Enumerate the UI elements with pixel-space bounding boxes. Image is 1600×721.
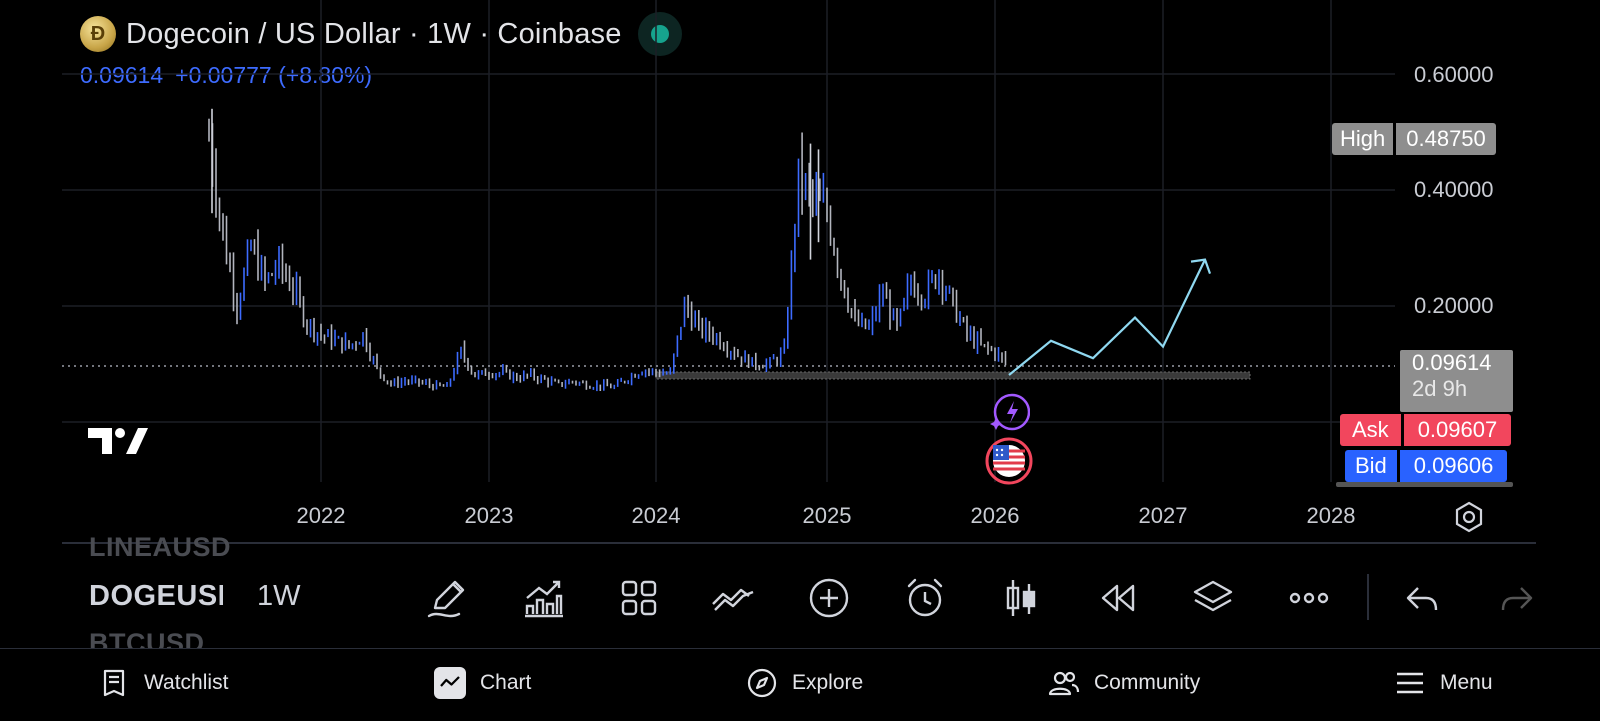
projection-drawing xyxy=(1008,259,1206,376)
support-zone-rect xyxy=(655,371,1251,380)
candles-icon xyxy=(1006,580,1036,616)
ask-value: 0.09607 xyxy=(1403,414,1512,446)
object-tree-button[interactable] xyxy=(1191,576,1235,620)
chart-type-button[interactable] xyxy=(999,576,1043,620)
nav-menu[interactable]: Menu xyxy=(1394,667,1493,699)
price-bars xyxy=(208,108,1007,392)
ai-insight-icon[interactable] xyxy=(990,392,1030,432)
time-tick: 2023 xyxy=(464,503,514,528)
bid-value: 0.09606 xyxy=(1399,450,1508,482)
price-scale-handle[interactable] xyxy=(1336,482,1513,487)
time-tick: 2028 xyxy=(1306,503,1356,528)
nav-community-label: Community xyxy=(1094,671,1201,694)
high-price-tag: High 0.48750 xyxy=(1332,123,1496,155)
symbol-title[interactable]: Dogecoin / US Dollar · 1W · Coinbase xyxy=(126,17,622,50)
toolbar-divider xyxy=(62,542,1536,544)
more-button[interactable] xyxy=(1287,576,1331,620)
toolbar-separator xyxy=(1367,574,1369,620)
undo-icon xyxy=(1406,587,1438,611)
us-flag-event-icon[interactable] xyxy=(985,437,1033,485)
symbol-wheel-previous[interactable]: LINEAUSD xyxy=(89,532,232,562)
interval-selector[interactable]: 1W xyxy=(257,580,301,612)
compass-icon xyxy=(747,668,777,698)
grid-icon xyxy=(621,580,657,616)
nav-watchlist-label: Watchlist xyxy=(144,671,229,694)
market-status-icon[interactable] xyxy=(637,12,682,56)
alarm-icon xyxy=(907,578,943,617)
bar-countdown: 2d 9h xyxy=(1412,376,1468,401)
watchlist-icon xyxy=(103,669,125,697)
chart-header: Ð Dogecoin / US Dollar · 1W · Coinbase xyxy=(80,12,682,56)
high-value: 0.48750 xyxy=(1396,123,1496,155)
dogecoin-logo-icon: Ð xyxy=(80,16,116,52)
time-tick: 2027 xyxy=(1138,503,1188,528)
time-tick: 2024 xyxy=(631,503,681,528)
market-open-dot xyxy=(650,25,669,43)
bid-label: Bid xyxy=(1345,450,1397,482)
support-zone xyxy=(655,371,1251,380)
nav-chart[interactable]: Chart xyxy=(434,667,531,699)
indicators-button[interactable] xyxy=(521,576,565,620)
hamburger-icon xyxy=(1397,672,1423,694)
layouts-button[interactable] xyxy=(617,576,661,620)
plus-circle-icon xyxy=(809,578,849,618)
tradingview-logo-icon xyxy=(88,428,148,454)
chart-grid xyxy=(62,0,1395,482)
last-price-tag: 0.09614 2d 9h xyxy=(1400,350,1513,412)
nav-watchlist[interactable]: Watchlist xyxy=(98,667,228,699)
bid-price-tag: Bid 0.09606 xyxy=(1345,450,1508,482)
projection-arrowhead xyxy=(1190,258,1212,274)
price-tick: 0.60000 xyxy=(1414,62,1494,87)
symbol-wheel-current[interactable]: DOGEUSD xyxy=(89,580,223,612)
replay-icon xyxy=(1101,584,1135,612)
pencil-icon xyxy=(427,580,465,618)
time-tick: 2022 xyxy=(296,503,346,528)
price-tick: 0.20000 xyxy=(1414,293,1494,318)
drawing-tools-button[interactable] xyxy=(425,576,469,620)
nav-community[interactable]: Community xyxy=(1048,667,1200,699)
high-label: High xyxy=(1332,123,1394,155)
last-price: 0.09614 xyxy=(80,62,164,88)
redo-icon xyxy=(1501,587,1533,611)
layers-icon xyxy=(1193,580,1233,612)
ask-price-tag: Ask 0.09607 xyxy=(1340,414,1512,446)
price-change-line: 0.09614 +0.00777 (+8.80%) xyxy=(80,62,372,89)
replay-button[interactable] xyxy=(1095,576,1139,620)
last-price-value: 0.09614 xyxy=(1412,350,1492,375)
alert-button[interactable] xyxy=(903,576,947,620)
compare-icon xyxy=(712,588,754,611)
bottom-navigation: Watchlist Chart Explore Community Menu xyxy=(0,648,1600,721)
nav-explore[interactable]: Explore xyxy=(746,667,863,699)
price-chart[interactable] xyxy=(0,0,1600,540)
price-change: +0.00777 (+8.80%) xyxy=(175,62,373,88)
chart-nav-icon xyxy=(434,667,466,699)
symbol-wheel-next[interactable]: BTCUSD xyxy=(89,628,205,648)
nav-chart-label: Chart xyxy=(480,671,532,694)
community-icon xyxy=(1048,671,1080,696)
more-icon xyxy=(1289,592,1329,604)
add-button[interactable] xyxy=(807,576,851,620)
time-tick: 2026 xyxy=(970,503,1020,528)
indicators-icon xyxy=(525,580,563,618)
redo-button[interactable] xyxy=(1495,576,1535,620)
chart-settings-icon[interactable] xyxy=(1452,500,1486,534)
price-tick: 0.40000 xyxy=(1414,177,1494,202)
ask-label: Ask xyxy=(1340,414,1401,446)
compare-button[interactable] xyxy=(711,576,755,620)
nav-menu-label: Menu xyxy=(1440,671,1493,694)
nav-explore-label: Explore xyxy=(792,671,864,694)
time-tick: 2025 xyxy=(802,503,852,528)
undo-button[interactable] xyxy=(1400,576,1444,620)
